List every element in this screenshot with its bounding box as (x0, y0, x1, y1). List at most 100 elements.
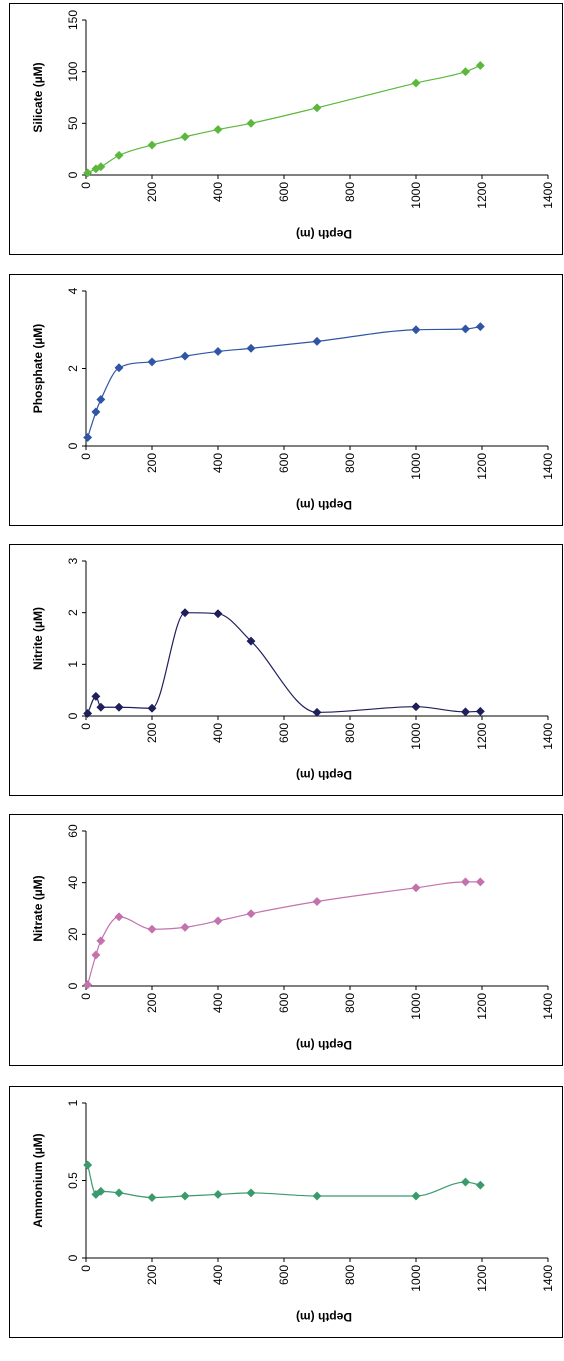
y-tick-label: 2 (66, 609, 80, 616)
data-point-marker (411, 702, 421, 712)
data-point-marker (96, 936, 106, 946)
x-tick-label: 800 (343, 453, 357, 473)
data-point-marker (312, 103, 322, 113)
chart-svg-2: 0 2 4 0 200 400 600 800 1000 1200 1400 Phosphate (µ… (31, 287, 555, 512)
data-point-marker (114, 363, 124, 373)
data-point-marker (83, 168, 93, 178)
y-tick-label: 150 (66, 10, 80, 30)
x-tick-label: 600 (277, 453, 291, 473)
data-point-marker (180, 351, 190, 361)
data-point-marker (180, 1191, 190, 1201)
chart-svg-5: 0 0.5 1 0 200 400 600 800 1000 1200 1400 Ammonium (… (31, 1099, 555, 1324)
data-point-marker (411, 325, 421, 335)
chart-panel-1: 0 50 100 150 0 200 400 600 800 1000 1200 1400 Silica… (9, 3, 563, 255)
x-tick-label: 1200 (475, 1265, 489, 1292)
data-point-marker (475, 60, 485, 71)
data-point-marker (246, 636, 256, 646)
data-point-marker (411, 1191, 421, 1201)
data-point-marker (312, 707, 322, 717)
x-tick-label: 600 (277, 993, 291, 1013)
data-point-marker (114, 1188, 124, 1198)
data-point-marker (96, 162, 106, 172)
x-tick-label: 800 (343, 182, 357, 202)
data-point-marker (147, 924, 157, 934)
data-point-marker (96, 702, 106, 712)
x-tick-label: 0 (79, 453, 93, 460)
x-tick-label: 600 (277, 723, 291, 743)
y-tick-label: 0.5 (66, 1172, 80, 1189)
chart-panel-5: 0 0.5 1 0 200 400 600 800 1000 1200 1400 Ammonium (… (9, 1086, 563, 1338)
x-tick-label: 200 (145, 453, 159, 473)
data-point-marker (91, 691, 101, 701)
data-point-marker (147, 140, 157, 150)
data-point-marker (96, 1186, 106, 1196)
data-point-marker (460, 1177, 471, 1187)
x-tick-label: 800 (343, 993, 357, 1013)
y-tick-label: 0 (66, 1254, 80, 1261)
x-tick-label: 1400 (541, 993, 555, 1020)
data-point-marker (83, 1160, 93, 1170)
data-point-marker (246, 118, 256, 128)
x-tick-label: 800 (343, 1265, 357, 1285)
x-tick-label: 400 (211, 453, 225, 473)
data-point-marker (147, 357, 157, 367)
x-axis-title: Depth (m) (296, 498, 352, 512)
series-line (87, 1164, 481, 1199)
x-tick-label: 1000 (409, 993, 423, 1020)
data-point-marker (114, 702, 124, 712)
y-tick-label: 40 (66, 876, 80, 890)
y-tick-label: 0 (66, 712, 80, 719)
x-tick-label: 800 (343, 723, 357, 743)
data-point-marker (114, 912, 124, 922)
chart-panel-3: 0 1 2 3 0 200 400 600 800 1000 1200 1400 Nitrite (µM… (9, 544, 563, 796)
data-point-marker (460, 324, 471, 334)
x-tick-label: 1200 (475, 993, 489, 1020)
x-tick-label: 200 (145, 723, 159, 743)
chart-panel-2: 0 2 4 0 200 400 600 800 1000 1200 1400 Phosphate (µ… (9, 274, 563, 526)
x-tick-label: 0 (79, 993, 93, 1000)
x-tick-label: 1000 (409, 182, 423, 209)
x-tick-label: 1200 (475, 453, 489, 480)
data-point-marker (213, 1189, 223, 1200)
x-tick-label: 200 (145, 1265, 159, 1285)
data-point-marker (147, 703, 157, 713)
series-line (87, 881, 481, 985)
y-axis-title: Nitrate (µM) (31, 875, 45, 941)
data-point-marker (475, 706, 485, 716)
x-tick-label: 1400 (541, 723, 555, 750)
data-point-marker (312, 336, 322, 346)
data-point-marker (91, 950, 101, 960)
x-tick-label: 0 (79, 1265, 93, 1272)
data-point-marker (460, 67, 471, 77)
data-point-marker (460, 877, 471, 887)
y-tick-label: 20 (66, 927, 80, 941)
data-point-marker (246, 909, 256, 919)
y-tick-label: 100 (66, 61, 80, 81)
y-axis-title: Ammonium (µM) (31, 1133, 45, 1227)
x-tick-label: 1400 (541, 453, 555, 480)
x-axis-title: Depth (m) (296, 1038, 352, 1052)
data-point-marker (96, 394, 106, 405)
x-tick-label: 200 (145, 182, 159, 202)
data-point-marker (475, 877, 485, 887)
x-tick-label: 400 (211, 1265, 225, 1285)
data-point-marker (246, 343, 256, 353)
series-line (87, 64, 481, 174)
y-tick-label: 0 (66, 171, 80, 178)
data-point-marker (213, 346, 223, 357)
data-point-marker (83, 980, 93, 990)
x-tick-label: 0 (79, 723, 93, 730)
y-tick-label: 4 (66, 287, 80, 294)
data-point-marker (213, 609, 223, 619)
x-tick-label: 400 (211, 182, 225, 202)
data-point-marker (147, 1192, 157, 1203)
x-tick-label: 1400 (541, 1265, 555, 1292)
chart-panel-4: 0 20 40 60 0 200 400 600 800 1000 1200 1400 Nitrate … (9, 814, 563, 1066)
chart-svg-1: 0 50 100 150 0 200 400 600 800 1000 1200 1400 Silica… (31, 10, 555, 241)
data-point-marker (83, 708, 93, 718)
y-tick-label: 1 (66, 1099, 80, 1106)
x-tick-label: 1200 (475, 182, 489, 209)
x-tick-label: 400 (211, 723, 225, 743)
series-line (87, 612, 481, 714)
